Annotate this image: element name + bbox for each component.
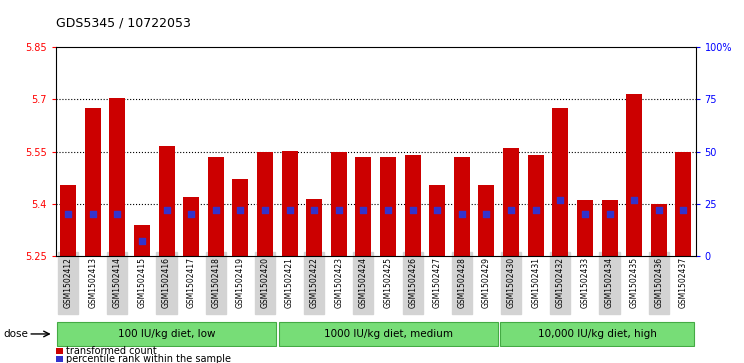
Bar bbox=[651, 204, 667, 256]
Point bbox=[554, 197, 566, 203]
Bar bbox=[183, 197, 199, 256]
Bar bbox=[56, 348, 63, 354]
Point bbox=[579, 211, 591, 217]
Bar bbox=[208, 157, 224, 256]
Bar bbox=[626, 94, 642, 256]
Point bbox=[185, 211, 197, 217]
Bar bbox=[331, 152, 347, 256]
Text: percentile rank within the sample: percentile rank within the sample bbox=[66, 354, 231, 363]
Bar bbox=[278, 322, 498, 346]
Bar bbox=[429, 185, 445, 256]
Text: 10,000 IU/kg diet, high: 10,000 IU/kg diet, high bbox=[538, 329, 657, 339]
Bar bbox=[281, 151, 298, 256]
Bar bbox=[527, 155, 544, 256]
Point bbox=[210, 207, 222, 213]
Text: GDS5345 / 10722053: GDS5345 / 10722053 bbox=[56, 16, 190, 29]
Bar bbox=[405, 155, 420, 256]
Point bbox=[505, 207, 517, 213]
Point bbox=[308, 207, 320, 213]
Bar bbox=[134, 225, 150, 256]
Bar bbox=[500, 322, 694, 346]
Text: 1000 IU/kg diet, medium: 1000 IU/kg diet, medium bbox=[324, 329, 452, 339]
Bar bbox=[57, 322, 276, 346]
Bar bbox=[85, 108, 100, 256]
Point bbox=[481, 211, 493, 217]
Bar bbox=[60, 185, 76, 256]
Point bbox=[234, 207, 246, 213]
Bar bbox=[109, 98, 125, 256]
Bar bbox=[380, 157, 396, 256]
Point bbox=[112, 211, 124, 217]
Point bbox=[259, 207, 271, 213]
Point bbox=[456, 211, 468, 217]
Bar bbox=[232, 179, 248, 256]
Bar bbox=[577, 200, 593, 256]
Point bbox=[677, 207, 689, 213]
Point bbox=[382, 207, 394, 213]
Point bbox=[357, 207, 369, 213]
Bar bbox=[676, 152, 691, 256]
Bar bbox=[307, 199, 322, 256]
Bar bbox=[478, 185, 495, 256]
Text: transformed count: transformed count bbox=[66, 346, 157, 356]
Point bbox=[652, 207, 664, 213]
Bar bbox=[552, 108, 568, 256]
Point bbox=[407, 207, 419, 213]
Point bbox=[628, 197, 640, 203]
Bar bbox=[56, 356, 63, 362]
Bar bbox=[158, 146, 175, 256]
Point bbox=[432, 207, 443, 213]
Bar bbox=[257, 152, 273, 256]
Point bbox=[283, 207, 295, 213]
Point bbox=[87, 211, 99, 217]
Point bbox=[333, 207, 344, 213]
Bar bbox=[356, 157, 371, 256]
Text: 100 IU/kg diet, low: 100 IU/kg diet, low bbox=[118, 329, 215, 339]
Bar bbox=[601, 200, 618, 256]
Point bbox=[62, 211, 74, 217]
Text: dose: dose bbox=[4, 329, 28, 339]
Point bbox=[530, 207, 542, 213]
Bar bbox=[454, 157, 470, 256]
Point bbox=[603, 211, 615, 217]
Bar bbox=[503, 148, 519, 256]
Point bbox=[161, 207, 173, 213]
Point bbox=[136, 238, 148, 244]
